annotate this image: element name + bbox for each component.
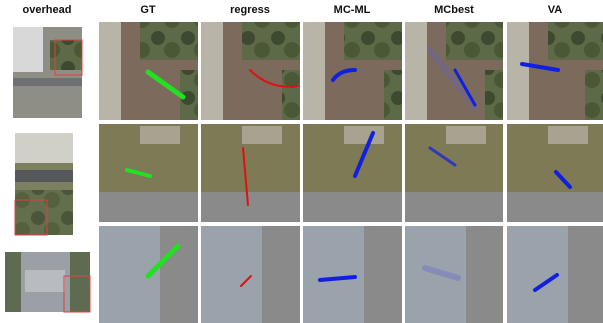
figure: overhead GT regress MC-ML MCbest VA — [0, 0, 603, 323]
trees — [70, 252, 90, 312]
trees — [15, 190, 73, 235]
column-header: overhead — [23, 4, 72, 16]
trees — [5, 252, 21, 312]
road — [13, 78, 82, 86]
row-1 — [99, 22, 603, 120]
column-header: VA — [548, 4, 563, 16]
crosswalk — [25, 270, 65, 292]
scene-tile — [99, 124, 198, 222]
column-headers: overhead GT regress MC-ML MCbest VA — [23, 4, 563, 16]
scene-tile — [201, 226, 300, 323]
road — [15, 170, 73, 182]
overhead-images — [5, 27, 90, 312]
row-3 — [99, 226, 603, 323]
scene-tile — [405, 124, 503, 222]
column-header: MCbest — [434, 4, 474, 16]
building — [15, 133, 73, 163]
column-header: regress — [230, 4, 270, 16]
building — [13, 27, 43, 72]
scene-tile — [303, 124, 402, 222]
scene-tile — [303, 226, 402, 323]
scene-tile — [201, 124, 300, 222]
column-header: GT — [140, 4, 156, 16]
column-header: MC-ML — [334, 4, 371, 16]
row-2 — [99, 124, 603, 222]
